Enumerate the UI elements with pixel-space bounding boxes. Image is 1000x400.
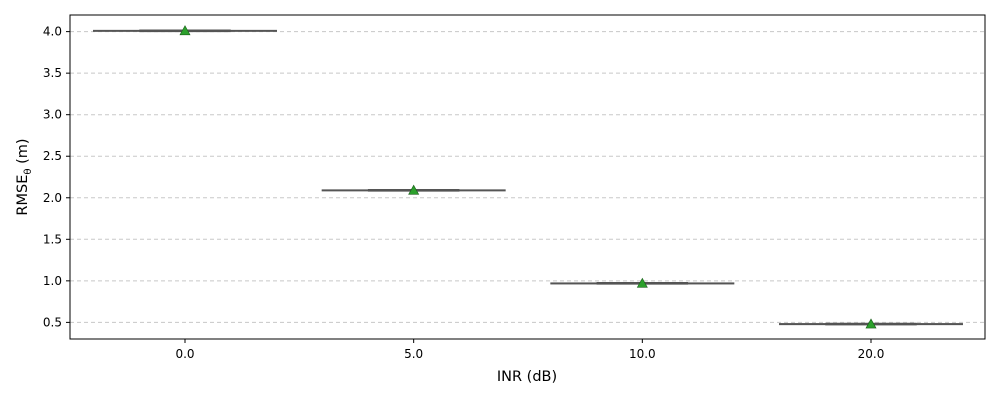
y-axis-ticks: 0.5 1.0 1.5 2.0 2.5 3.0 3.5 4.0 xyxy=(43,25,70,329)
y-tick-label: 3.0 xyxy=(43,108,62,122)
y-tick-label: 2.0 xyxy=(43,191,62,205)
mean-marker xyxy=(408,184,420,195)
y-axis-title-main: RMSE xyxy=(15,175,31,216)
mean-marker xyxy=(865,318,877,329)
x-tick-label: 10.0 xyxy=(629,347,656,361)
x-tick-label: 20.0 xyxy=(858,347,885,361)
mean-markers xyxy=(179,25,877,329)
y-tick-label: 4.0 xyxy=(43,25,62,39)
y-tick-label: 3.5 xyxy=(43,66,62,80)
plot-area-frame xyxy=(69,14,986,340)
grid-lines xyxy=(70,31,985,323)
mean-marker xyxy=(636,277,648,288)
y-axis-title-subscript: θ xyxy=(23,168,34,174)
x-axis-ticks: 0.0 5.0 10.0 20.0 xyxy=(175,339,884,361)
y-tick-label: 0.5 xyxy=(43,315,62,329)
mean-marker xyxy=(179,25,191,36)
y-tick-label: 1.5 xyxy=(43,232,62,246)
y-axis-title: RMSEθ (m) xyxy=(15,138,34,215)
x-tick-label: 0.0 xyxy=(175,347,194,361)
y-axis-title-unit: (m) xyxy=(15,138,31,168)
y-tick-label: 1.0 xyxy=(43,274,62,288)
x-axis-title: INR (dB) xyxy=(497,369,557,385)
x-tick-label: 5.0 xyxy=(404,347,423,361)
y-tick-label: 2.5 xyxy=(43,149,62,163)
